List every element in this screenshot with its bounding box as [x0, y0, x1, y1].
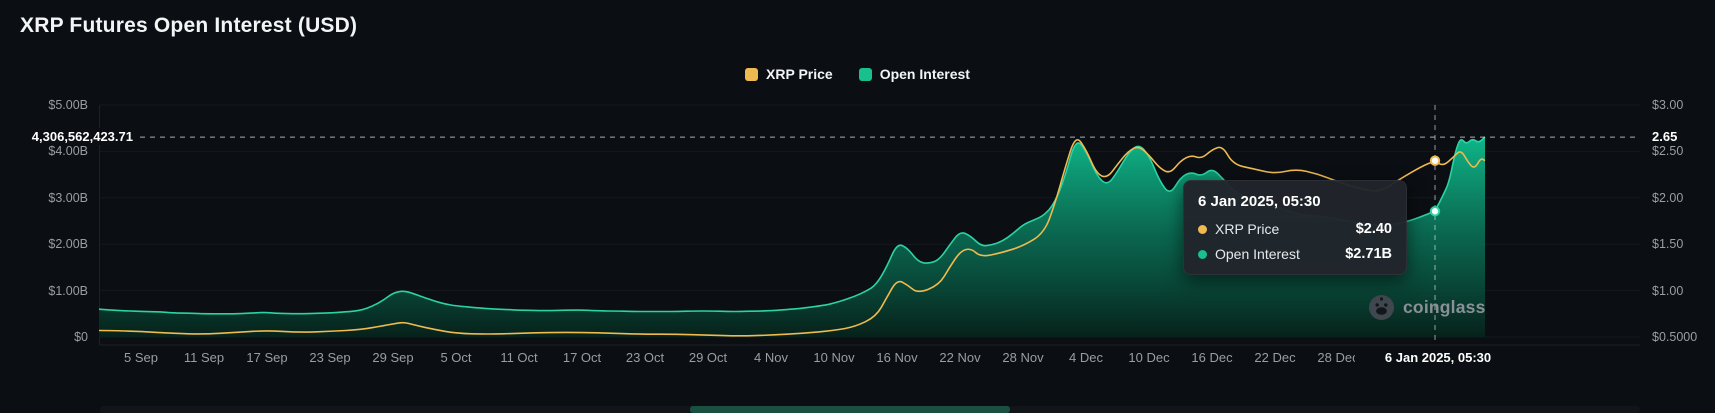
x-axis-tick: 22 Dec: [1254, 350, 1296, 365]
x-axis-tick: 5 Sep: [124, 350, 158, 365]
y-axis-tick-left: $0: [74, 330, 88, 344]
y-axis-tick-right: $0.5000: [1652, 330, 1698, 344]
x-axis-tick: 10 Dec: [1128, 350, 1170, 365]
y-axis-tick-right: $2.00: [1652, 190, 1684, 205]
y-axis-tick-right: $1.50: [1652, 237, 1684, 252]
latest-price-axis-label: 2.65: [1649, 128, 1681, 146]
y-axis-tick-left: $5.00B: [48, 98, 88, 112]
tooltip-date: 6 Jan 2025, 05:30: [1198, 193, 1321, 210]
x-axis-tick: 23 Oct: [625, 350, 665, 365]
x-axis-tick: 28 Dec: [1317, 350, 1359, 365]
x-axis-tick: 5 Oct: [440, 350, 472, 365]
legend: XRP Price Open Interest: [0, 66, 1715, 82]
x-axis-tick: 10 Nov: [813, 350, 855, 365]
legend-label-xrp-price: XRP Price: [766, 66, 833, 82]
y-axis-tick-left: $2.00B: [48, 237, 88, 252]
time-range-scrollbar[interactable]: [100, 406, 1640, 413]
tooltip-label-xrp-price: XRP Price: [1215, 221, 1280, 237]
latest-open-interest-axis-label: 4,306,562,423.71: [2, 128, 136, 146]
xrp-price-swatch-icon: [745, 67, 759, 81]
tooltip-value-open-interest: $2.71B: [1345, 246, 1392, 262]
coinglass-watermark: coinglass: [1368, 294, 1486, 321]
legend-item-open-interest[interactable]: Open Interest: [858, 66, 970, 82]
open-interest-dot-icon: [1198, 249, 1207, 259]
tooltip-row-xrp-price: XRP Price $2.40: [1198, 221, 1392, 237]
x-axis-tick: 22 Nov: [939, 350, 981, 365]
tooltip-value-xrp-price: $2.40: [1355, 221, 1392, 237]
x-axis-tick: 17 Sep: [246, 350, 288, 365]
legend-label-open-interest: Open Interest: [879, 66, 970, 82]
x-axis-tick: 29 Sep: [372, 350, 414, 365]
tooltip-row-open-interest: Open Interest $2.71B: [1198, 246, 1392, 262]
x-axis-tick: 29 Oct: [688, 350, 728, 365]
y-axis-tick-right: $2.50: [1652, 144, 1684, 159]
y-axis-tick-left: $4.00B: [48, 144, 88, 159]
page-title: XRP Futures Open Interest (USD): [20, 14, 358, 37]
y-axis-tick-right: $1.00: [1652, 283, 1684, 298]
hovered-date-axis-label: 6 Jan 2025, 05:30: [1355, 349, 1522, 366]
xrp-price-dot-icon: [1198, 224, 1207, 234]
x-axis-tick: 16 Dec: [1191, 350, 1233, 365]
tooltip-label-open-interest: Open Interest: [1215, 246, 1300, 262]
y-axis-tick-left: $1.00B: [48, 283, 88, 298]
x-axis-tick: 4 Dec: [1069, 350, 1103, 365]
x-axis-tick: 28 Nov: [1002, 350, 1044, 365]
x-axis-tick: 16 Nov: [876, 350, 918, 365]
legend-item-xrp-price[interactable]: XRP Price: [745, 66, 833, 82]
coinglass-wordmark: coinglass: [1403, 297, 1486, 317]
x-axis-tick: 11 Oct: [500, 350, 538, 365]
x-axis-tick: 4 Nov: [754, 350, 788, 365]
y-axis-tick-left: $3.00B: [48, 190, 88, 205]
x-axis-tick: 23 Sep: [309, 350, 351, 365]
scrollbar-thumb[interactable]: [690, 406, 1010, 413]
chart-tooltip: 6 Jan 2025, 05:30 XRP Price $2.40 Open I…: [1183, 180, 1407, 275]
x-axis-tick: 17 Oct: [562, 350, 602, 365]
x-axis-tick: 11 Sep: [183, 350, 225, 365]
y-axis-tick-right: $3.00: [1652, 98, 1684, 112]
coinglass-logo-icon: [1369, 295, 1394, 320]
open-interest-swatch-icon: [858, 67, 872, 81]
